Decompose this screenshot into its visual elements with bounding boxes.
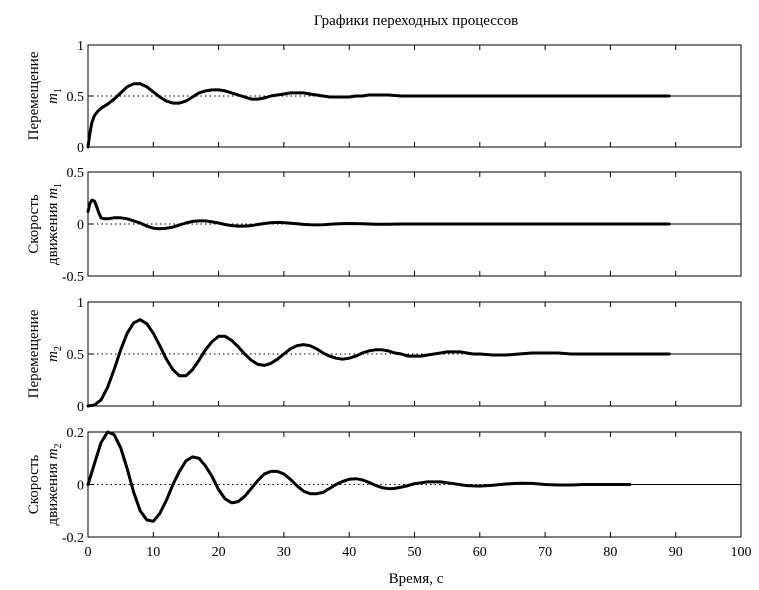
- x-tick-label: 90: [669, 545, 683, 560]
- y-axis-title-line2: m1: [45, 88, 64, 104]
- y-axis-title-subscript: 2: [53, 443, 64, 448]
- y-tick-label: 0: [77, 479, 84, 494]
- y-axis-title-line2: движения m1: [45, 183, 64, 265]
- y-tick-label: 1: [77, 296, 84, 311]
- y-axis-title-text: движения m: [45, 448, 61, 525]
- y-axis-title-text: движения m: [45, 188, 61, 265]
- y-axis-title-symbol: m: [45, 188, 61, 199]
- y-axis-title-line1: Перемещение: [26, 309, 42, 398]
- y-tick-label: -0.5: [62, 270, 84, 285]
- y-axis-title-line2: движения m2: [45, 443, 64, 525]
- x-tick-label: 30: [277, 545, 291, 560]
- y-tick-label: 1: [77, 39, 84, 54]
- x-tick-label: 50: [408, 545, 422, 560]
- y-axis-title-line2: m2: [45, 346, 64, 362]
- x-tick-label: 80: [603, 545, 617, 560]
- y-axis-title-word: движения: [45, 459, 61, 525]
- x-tick-label: 10: [146, 545, 160, 560]
- y-axis-title-word: движения: [45, 199, 61, 265]
- y-axis-title-line1: Скорость: [26, 194, 42, 254]
- y-axis-title-line1: Перемещение: [26, 51, 42, 140]
- x-axis-title: Время, с: [389, 571, 444, 587]
- y-tick-label: 0: [77, 400, 84, 415]
- series-line-1: [86, 430, 632, 523]
- chart-title: Графики переходных процессов: [314, 13, 518, 29]
- subplot-3: 0 0.5 1 Перемещение m2: [26, 296, 742, 415]
- y-axis-title-subscript: 1: [53, 88, 64, 93]
- y-tick-label: 0: [77, 141, 84, 156]
- x-tick-label: 70: [538, 545, 552, 560]
- series-line-1: [86, 318, 671, 408]
- y-axis-title-text: m: [45, 93, 61, 104]
- x-tick-label: 0: [85, 545, 92, 560]
- y-tick-label: 0.2: [67, 426, 85, 441]
- y-tick-label: 0: [77, 218, 84, 233]
- y-axis-title-subscript: 2: [53, 346, 64, 351]
- y-tick-label: -0.2: [62, 531, 84, 546]
- y-tick-label: 0.5: [67, 348, 85, 363]
- y-axis-title-subscript: 1: [53, 183, 64, 188]
- x-tick-label: 60: [473, 545, 487, 560]
- y-axis-title-line1: Скорость: [26, 455, 42, 515]
- y-tick-label: 0.5: [67, 90, 85, 105]
- y-axis-title-text: m: [45, 351, 61, 362]
- x-tick-label: 40: [342, 545, 356, 560]
- series-line-1: [86, 82, 671, 149]
- series-line-1: [86, 198, 671, 231]
- subplot-2: -0.5 0 0.5 Скорость движения m1: [26, 166, 742, 285]
- x-tick-label: 100: [731, 545, 752, 560]
- x-tick-label: 20: [212, 545, 226, 560]
- y-axis-title-symbol: m: [45, 448, 61, 459]
- y-tick-label: 0.5: [67, 166, 85, 181]
